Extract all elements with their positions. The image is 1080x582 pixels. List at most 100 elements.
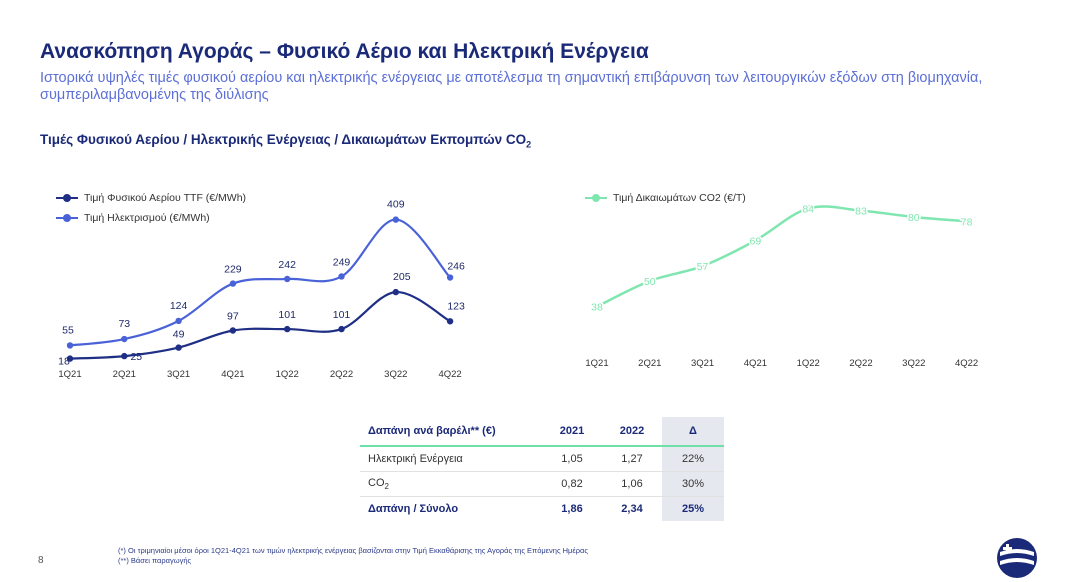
row-label: Ηλεκτρική Ενέργεια [360, 446, 542, 472]
data-point [66, 342, 74, 349]
data-label: 101 [278, 309, 296, 321]
legend-co2-swatch [585, 194, 607, 202]
footnote-1: (*) Οι τριμηνιαίοι μέσοι όροι 1Q21-4Q21 … [118, 546, 588, 555]
x-tick-label: 4Q21 [744, 358, 767, 369]
series-line [596, 205, 967, 308]
total-2022: 2,34 [621, 503, 643, 515]
row-2021: 0,82 [542, 471, 602, 497]
row-label: CO2 [360, 471, 542, 497]
row-delta: 22% [662, 446, 724, 472]
x-tick-label: 4Q22 [438, 369, 461, 380]
legend-power-swatch [56, 214, 78, 222]
page-title: Ανασκόπηση Αγοράς – Φυσικό Αέριο και Ηλε… [40, 40, 649, 63]
chart-heading-text: Τιμές Φυσικού Αερίου / Ηλεκτρικής Ενέργε… [40, 132, 527, 147]
data-label: 50 [644, 276, 656, 288]
row-2022: 1,27 [602, 446, 662, 472]
data-point [284, 275, 291, 283]
legend-power: Τιμή Ηλεκτρισμού (€/MWh) [56, 212, 210, 224]
data-point [751, 236, 759, 244]
data-label: 78 [961, 216, 973, 228]
data-label: 49 [173, 329, 185, 341]
table-row: Ηλεκτρική Ενέργεια 1,05 1,27 22% [360, 446, 724, 472]
data-point [121, 335, 128, 343]
data-point [857, 207, 865, 215]
data-label: 80 [908, 212, 920, 224]
data-label: 97 [227, 311, 239, 323]
table-total-row: Δαπάνη / Σύνολο 1,86 2,34 25% [360, 496, 724, 521]
x-tick-label: 3Q21 [691, 358, 714, 369]
footnote-2: (**) Βάσει παραγωγής [118, 556, 192, 565]
data-label: 57 [697, 261, 709, 273]
data-label: 84 [802, 203, 814, 215]
data-label: 242 [278, 259, 296, 271]
chart-heading-subscript: 2 [526, 139, 532, 150]
helleniq-logo-icon [997, 538, 1037, 578]
data-point [392, 216, 399, 223]
table-header-2022: 2022 [602, 417, 662, 447]
x-tick-label: 2Q21 [113, 369, 136, 380]
x-tick-label: 2Q22 [330, 369, 353, 380]
total-label: Δαπάνη / Σύνολο [368, 503, 459, 515]
legend-gas-label: Τιμή Φυσικού Αερίου TTF (€/MWh) [84, 192, 247, 204]
data-label: 123 [447, 300, 465, 312]
data-label: 124 [170, 300, 188, 312]
data-label: 249 [333, 256, 351, 268]
data-point [66, 355, 74, 362]
data-label: 18 [58, 356, 70, 368]
charts-canvas: 1Q21 2Q21 3Q21 4Q21 1Q22 2Q22 3Q22 4Q22 18 25 49 97… [58, 199, 978, 380]
row-2021: 1,05 [542, 446, 602, 472]
data-point [121, 352, 128, 360]
data-point [229, 280, 237, 287]
legend-co2-label: Τιμή Δικαιωμάτων CO2 (€/T) [613, 192, 746, 204]
data-point [392, 288, 399, 296]
page-number: 8 [38, 555, 44, 566]
data-point [446, 274, 454, 281]
data-label: 229 [224, 264, 242, 276]
data-label: 205 [393, 271, 411, 283]
x-tick-label: 4Q21 [221, 369, 244, 380]
data-label: 409 [387, 199, 405, 211]
data-point [229, 327, 237, 334]
data-point [175, 317, 182, 325]
data-label: 38 [591, 302, 603, 314]
x-tick-label: 3Q22 [902, 358, 925, 369]
footnotes: (*) Οι τριμηνιαίοι μέσοι όροι 1Q21-4Q21 … [118, 546, 588, 566]
table-header-delta: Δ [662, 417, 724, 447]
data-point [646, 277, 654, 285]
data-point [804, 204, 812, 212]
data-point [963, 217, 971, 225]
data-label: 101 [333, 309, 351, 321]
x-tick-label: 4Q22 [955, 358, 978, 369]
total-2021: 1,86 [561, 503, 583, 515]
data-label: 25 [130, 351, 142, 363]
data-point [446, 318, 454, 325]
row-label-subscript: 2 [384, 482, 389, 492]
x-tick-label: 2Q22 [849, 358, 872, 369]
table-header-row: Δαπάνη ανά βαρέλι** (€) 2021 2022 Δ [360, 417, 724, 447]
row-label-text: CO [368, 476, 385, 489]
total-delta: 25% [662, 496, 724, 521]
legend-gas: Τιμή Φυσικού Αερίου TTF (€/MWh) [56, 192, 246, 204]
table-row: CO2 0,82 1,06 30% [360, 471, 724, 497]
table-header-label: Δαπάνη ανά βαρέλι** (€) [360, 417, 542, 447]
data-label: 246 [447, 261, 465, 273]
cost-per-barrel-table: Δαπάνη ανά βαρέλι** (€) 2021 2022 Δ Ηλεκ… [360, 417, 724, 521]
chart-heading: Τιμές Φυσικού Αερίου / Ηλεκτρικής Ενέργε… [40, 132, 531, 150]
data-point [910, 213, 918, 221]
data-point [338, 325, 345, 333]
table-header-2021: 2021 [542, 417, 602, 447]
row-delta: 30% [662, 471, 724, 497]
data-point [699, 262, 707, 270]
legend-power-label: Τιμή Ηλεκτρισμού (€/MWh) [84, 212, 210, 224]
legend-co2: Τιμή Δικαιωμάτων CO2 (€/T) [585, 192, 746, 204]
data-label: 55 [62, 324, 74, 336]
data-point [338, 273, 345, 280]
x-tick-label: 3Q21 [167, 369, 190, 380]
data-point [284, 325, 291, 333]
x-tick-label: 1Q21 [585, 358, 608, 369]
row-2022: 1,06 [602, 471, 662, 497]
data-label: 83 [855, 206, 867, 218]
data-label: 69 [750, 235, 762, 247]
x-tick-label: 1Q21 [58, 369, 81, 380]
x-tick-label: 3Q22 [384, 369, 407, 380]
